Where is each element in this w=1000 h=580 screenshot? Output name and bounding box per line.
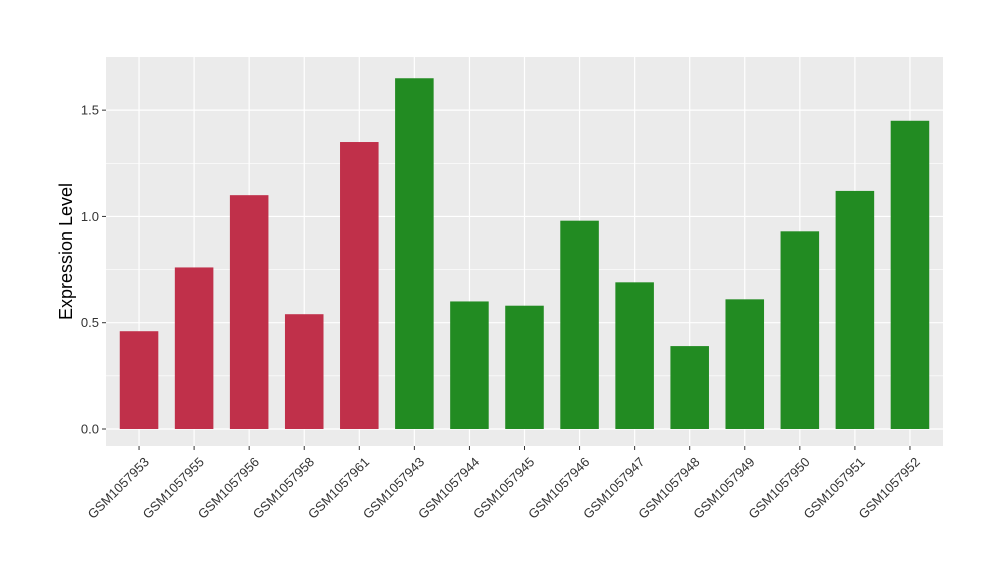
bar-GSM1057958 xyxy=(284,314,324,429)
bar-GSM1057951 xyxy=(835,190,875,429)
bars xyxy=(119,78,930,429)
bar-GSM1057953 xyxy=(119,331,159,429)
bar-GSM1057946 xyxy=(560,220,599,429)
y-tick-label: 1.5 xyxy=(81,103,99,118)
y-tick-label: 0.0 xyxy=(81,421,99,436)
bar-GSM1057949 xyxy=(725,299,765,429)
y-axis: 0.0 0.5 1.0 1.5 xyxy=(81,103,106,436)
bar-GSM1057950 xyxy=(780,231,820,429)
y-tick-label: 0.5 xyxy=(81,315,99,330)
bar-GSM1057944 xyxy=(450,301,489,429)
y-axis-title: Expression Level xyxy=(56,183,76,320)
y-tick-label: 1.0 xyxy=(81,209,99,224)
bar-GSM1057947 xyxy=(615,282,654,429)
bar-GSM1057961 xyxy=(340,142,379,429)
bar-GSM1057945 xyxy=(505,305,544,429)
bar-GSM1057955 xyxy=(174,267,214,429)
bar-GSM1057948 xyxy=(670,346,709,429)
bar-GSM1057956 xyxy=(229,195,269,429)
bar-GSM1057943 xyxy=(395,78,434,429)
bar-GSM1057952 xyxy=(890,120,930,429)
x-axis: GSM1057953GSM1057955GSM1057956GSM1057958… xyxy=(85,446,923,522)
